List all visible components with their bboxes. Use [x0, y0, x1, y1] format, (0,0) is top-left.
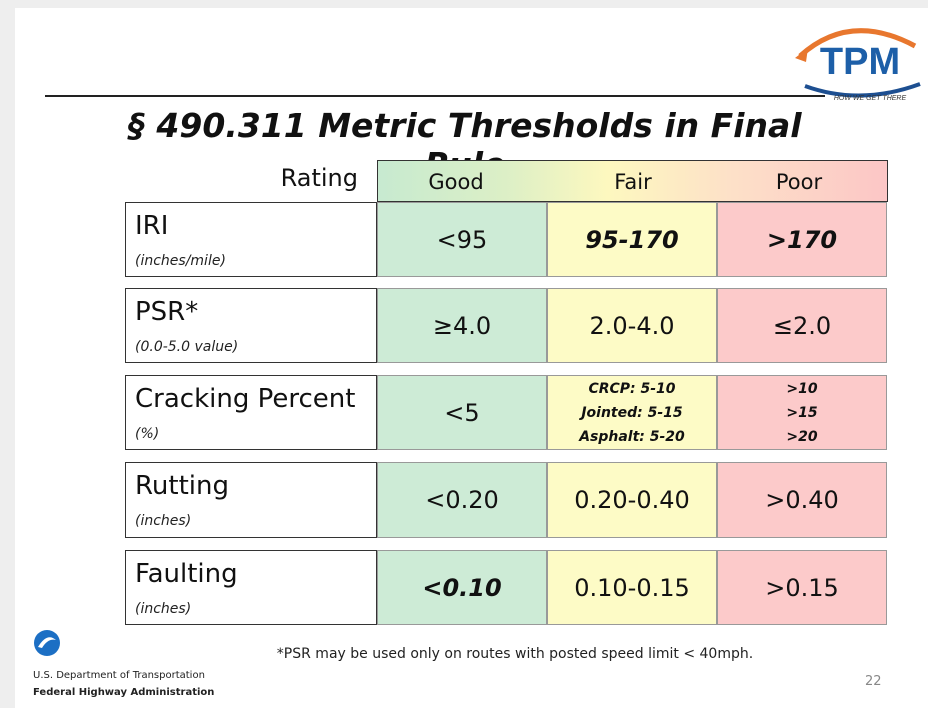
metric-name: Cracking Percent [135, 384, 356, 414]
dot-logo [34, 630, 60, 656]
page-number: 22 [865, 674, 882, 689]
good-cell: <95 [377, 202, 547, 277]
logo-tagline: HOW WE GET THERE [834, 95, 907, 102]
slide: TPM HOW WE GET THERE § 490.311 Metric Th… [15, 8, 928, 708]
poor-cell: >0.40 [717, 462, 887, 538]
value: <0.20 [425, 486, 499, 514]
department: U.S. Department of Transportation [33, 670, 205, 681]
logo-text: TPM [820, 41, 900, 83]
value: >170 [766, 225, 838, 254]
fair-cell: 2.0-4.0 [547, 288, 717, 363]
value: 95-170 [585, 225, 679, 254]
value: Jointed: 5-15 [581, 404, 683, 421]
good-cell: <0.10 [377, 550, 547, 625]
fair-cell: 95-170 [547, 202, 717, 277]
metric-name: Rutting [135, 471, 229, 501]
metric-unit: (inches) [135, 601, 192, 617]
header-fair: Fair [614, 170, 652, 194]
metric-unit: (inches/mile) [135, 253, 226, 269]
metric-name: PSR* [135, 297, 199, 327]
value: >0.40 [765, 486, 839, 514]
value: 0.10-0.15 [574, 573, 690, 602]
value: >0.15 [765, 573, 839, 602]
dot-swoosh [38, 637, 56, 648]
row-label: Cracking Percent (%) [125, 375, 377, 450]
value: Asphalt: 5-20 [579, 428, 685, 445]
value: >20 [786, 428, 818, 445]
header-poor: Poor [775, 170, 823, 194]
metric-unit: (inches) [135, 513, 192, 529]
metric-unit: (0.0-5.0 value) [135, 339, 239, 355]
value: <0.10 [422, 573, 502, 602]
dot-circle [34, 630, 60, 656]
value: >15 [786, 404, 818, 421]
value: 0.20-0.40 [574, 486, 690, 514]
value: CRCP: 5-10 [588, 380, 676, 397]
poor-cell: >10 >15 >20 [717, 375, 887, 450]
value: <95 [436, 225, 488, 254]
footnote: *PSR may be used only on routes with pos… [276, 646, 754, 662]
logo-arrow [795, 48, 808, 62]
poor-cell: >0.15 [717, 550, 887, 625]
poor-cell: ≤2.0 [717, 288, 887, 363]
poor-cell: >170 [717, 202, 887, 277]
logo-swoosh-2 [804, 82, 921, 98]
logo-swoosh [798, 28, 917, 58]
value: ≤2.0 [772, 311, 832, 340]
value: <5 [444, 398, 480, 427]
row-label: IRI (inches/mile) [125, 202, 377, 277]
metric-name: IRI [135, 211, 169, 241]
tpm-logo: TPM HOW WE GET THERE [795, 28, 921, 102]
value: >10 [786, 380, 818, 397]
fair-cell: 0.10-0.15 [547, 550, 717, 625]
metric-unit: (%) [135, 426, 160, 442]
administration: Federal Highway Administration [33, 687, 215, 698]
good-cell: <0.20 [377, 462, 547, 538]
good-cell: <5 [377, 375, 547, 450]
row-label: Rutting (inches) [125, 462, 377, 538]
title-rule [45, 95, 825, 97]
row-label: Faulting (inches) [125, 550, 377, 625]
fair-cell: 0.20-0.40 [547, 462, 717, 538]
value: 2.0-4.0 [589, 311, 675, 340]
value: ≥4.0 [432, 311, 492, 340]
rating-label: Rating [280, 164, 358, 192]
header-bar: Good Fair Poor [377, 160, 888, 202]
good-cell: ≥4.0 [377, 288, 547, 363]
row-label: PSR* (0.0-5.0 value) [125, 288, 377, 363]
header-good: Good [428, 170, 484, 194]
fair-cell: CRCP: 5-10 Jointed: 5-15 Asphalt: 5-20 [547, 375, 717, 450]
metric-name: Faulting [135, 559, 238, 589]
